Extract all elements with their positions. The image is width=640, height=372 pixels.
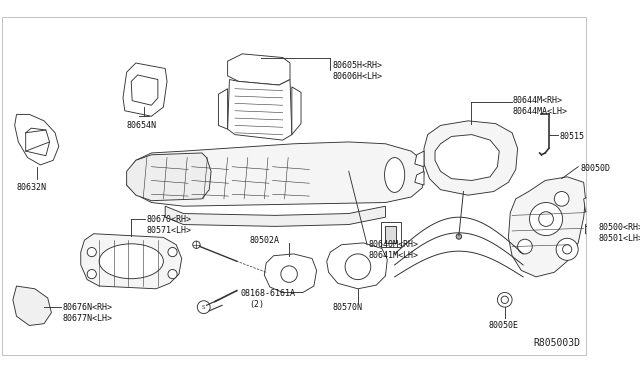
- Text: 80677N<LH>: 80677N<LH>: [63, 314, 113, 324]
- Text: 80644MA<LH>: 80644MA<LH>: [512, 107, 567, 116]
- Circle shape: [87, 270, 97, 279]
- Text: 80515: 80515: [560, 132, 585, 141]
- Ellipse shape: [345, 254, 371, 280]
- Polygon shape: [127, 142, 424, 206]
- Circle shape: [518, 239, 532, 254]
- Text: 80654N: 80654N: [127, 121, 157, 130]
- Text: 80050E: 80050E: [488, 321, 518, 330]
- Polygon shape: [165, 206, 385, 227]
- Polygon shape: [13, 286, 51, 326]
- Text: 80571<LH>: 80571<LH>: [147, 227, 192, 235]
- Polygon shape: [586, 221, 595, 235]
- Circle shape: [501, 296, 508, 304]
- Polygon shape: [218, 89, 228, 129]
- Text: 80501<LH>: 80501<LH>: [598, 234, 640, 243]
- Circle shape: [563, 245, 572, 254]
- Text: 80641M<LH>: 80641M<LH>: [369, 251, 419, 260]
- Polygon shape: [435, 135, 499, 180]
- Text: 80502A: 80502A: [250, 235, 280, 244]
- Polygon shape: [228, 80, 292, 140]
- Text: 80606H<LH>: 80606H<LH>: [332, 72, 382, 81]
- Circle shape: [456, 234, 461, 239]
- Bar: [381, 222, 401, 247]
- Polygon shape: [123, 63, 167, 116]
- Text: S: S: [202, 305, 205, 310]
- Text: 80640M<RH>: 80640M<RH>: [369, 240, 419, 249]
- Circle shape: [556, 238, 578, 260]
- Polygon shape: [26, 128, 49, 156]
- Text: 80632N: 80632N: [17, 183, 47, 192]
- Polygon shape: [415, 171, 424, 185]
- Polygon shape: [81, 234, 182, 289]
- Circle shape: [197, 301, 210, 314]
- Text: R805003D: R805003D: [533, 337, 580, 347]
- Circle shape: [554, 192, 569, 206]
- Polygon shape: [127, 153, 211, 201]
- Text: 80570N: 80570N: [332, 302, 362, 312]
- Text: 80605H<RH>: 80605H<RH>: [332, 61, 382, 70]
- Polygon shape: [415, 151, 424, 167]
- Ellipse shape: [385, 158, 404, 192]
- Text: 80676N<RH>: 80676N<RH>: [63, 304, 113, 312]
- Circle shape: [529, 202, 563, 235]
- Polygon shape: [131, 75, 158, 105]
- Circle shape: [539, 212, 554, 227]
- Text: 80050D: 80050D: [580, 164, 610, 173]
- Text: 08168-6161A: 08168-6161A: [241, 289, 296, 298]
- Polygon shape: [584, 195, 595, 212]
- Polygon shape: [264, 254, 317, 292]
- Polygon shape: [15, 115, 59, 165]
- Text: 80644M<RH>: 80644M<RH>: [512, 96, 562, 105]
- Polygon shape: [292, 87, 301, 135]
- Ellipse shape: [99, 244, 163, 279]
- Text: (2): (2): [250, 300, 264, 309]
- Text: 80500<RH>: 80500<RH>: [598, 223, 640, 232]
- Polygon shape: [228, 54, 290, 85]
- Polygon shape: [424, 121, 518, 195]
- Text: 80670<RH>: 80670<RH>: [147, 215, 192, 224]
- Polygon shape: [326, 243, 387, 289]
- Circle shape: [87, 247, 97, 257]
- Bar: [385, 227, 396, 243]
- Circle shape: [168, 247, 177, 257]
- Circle shape: [193, 241, 200, 248]
- Circle shape: [497, 292, 512, 307]
- Circle shape: [281, 266, 298, 282]
- Polygon shape: [508, 177, 586, 277]
- Circle shape: [168, 270, 177, 279]
